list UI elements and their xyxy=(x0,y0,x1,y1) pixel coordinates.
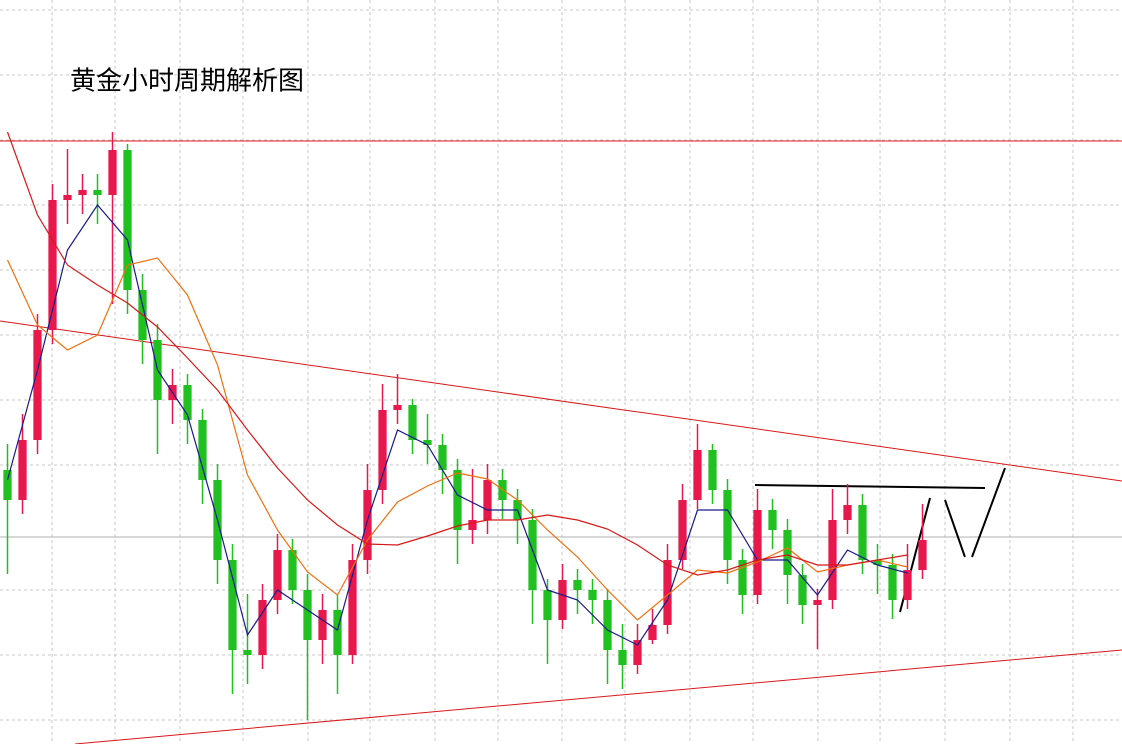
candle-body xyxy=(828,520,837,600)
moving-average xyxy=(6,131,908,576)
candle-body xyxy=(783,530,792,575)
candle-body xyxy=(348,560,357,655)
moving-averages xyxy=(6,131,908,646)
candle-body xyxy=(363,490,372,560)
trend-line xyxy=(971,467,1006,558)
candle-body xyxy=(423,440,432,445)
candles xyxy=(3,132,927,720)
candle-body xyxy=(723,490,732,560)
trend-line xyxy=(74,649,1122,744)
candle-body xyxy=(288,550,297,590)
candle-body xyxy=(858,505,867,560)
candle-body xyxy=(18,440,27,500)
candle-body xyxy=(588,590,597,600)
candle-body xyxy=(903,570,912,600)
candle-body xyxy=(63,195,72,200)
trend-line xyxy=(0,320,1122,482)
candle-body xyxy=(543,590,552,620)
candle-body xyxy=(528,520,537,590)
candle-body xyxy=(738,560,747,595)
candle-body xyxy=(453,470,462,530)
candle-body xyxy=(393,405,402,410)
candle-body xyxy=(873,560,882,565)
candle-body xyxy=(438,445,447,470)
candle-body xyxy=(378,410,387,490)
candle-body xyxy=(273,550,282,600)
candle-body xyxy=(303,590,312,640)
candle-body xyxy=(198,420,207,480)
candle-body xyxy=(243,650,252,655)
trend-line xyxy=(754,484,986,489)
trend-lines xyxy=(0,140,1122,744)
candle-body xyxy=(573,580,582,590)
candle-body xyxy=(108,150,117,195)
candle-body xyxy=(33,330,42,440)
moving-average xyxy=(6,257,908,621)
candle-body xyxy=(768,510,777,530)
candle-body xyxy=(3,470,12,500)
candle-body xyxy=(78,190,87,195)
chart-title: 黄金小时周期解析图 xyxy=(70,67,304,97)
candle-body xyxy=(123,150,132,290)
candle-body xyxy=(693,450,702,500)
candle-body xyxy=(633,640,642,665)
candle-body xyxy=(258,600,267,655)
candle-body xyxy=(183,385,192,420)
trend-line xyxy=(944,499,966,558)
candle-body xyxy=(468,520,477,530)
candle-body xyxy=(663,560,672,625)
candle-body xyxy=(648,625,657,640)
candle-body xyxy=(678,500,687,560)
candle-body xyxy=(618,650,627,665)
candle-body xyxy=(48,200,57,330)
candle-body xyxy=(708,450,717,490)
candle-body xyxy=(93,190,102,195)
candle-body xyxy=(798,575,807,605)
candle-body xyxy=(813,600,822,605)
candle-body xyxy=(603,600,612,650)
candle-body xyxy=(333,610,342,655)
candle-body xyxy=(483,480,492,520)
candle-body xyxy=(228,560,237,650)
candle-body xyxy=(888,565,897,600)
candle-body xyxy=(918,540,927,570)
candle-body xyxy=(408,405,417,440)
candle-body xyxy=(753,510,762,595)
candle-body xyxy=(318,610,327,640)
candle-body xyxy=(843,505,852,520)
candle-body xyxy=(558,580,567,620)
